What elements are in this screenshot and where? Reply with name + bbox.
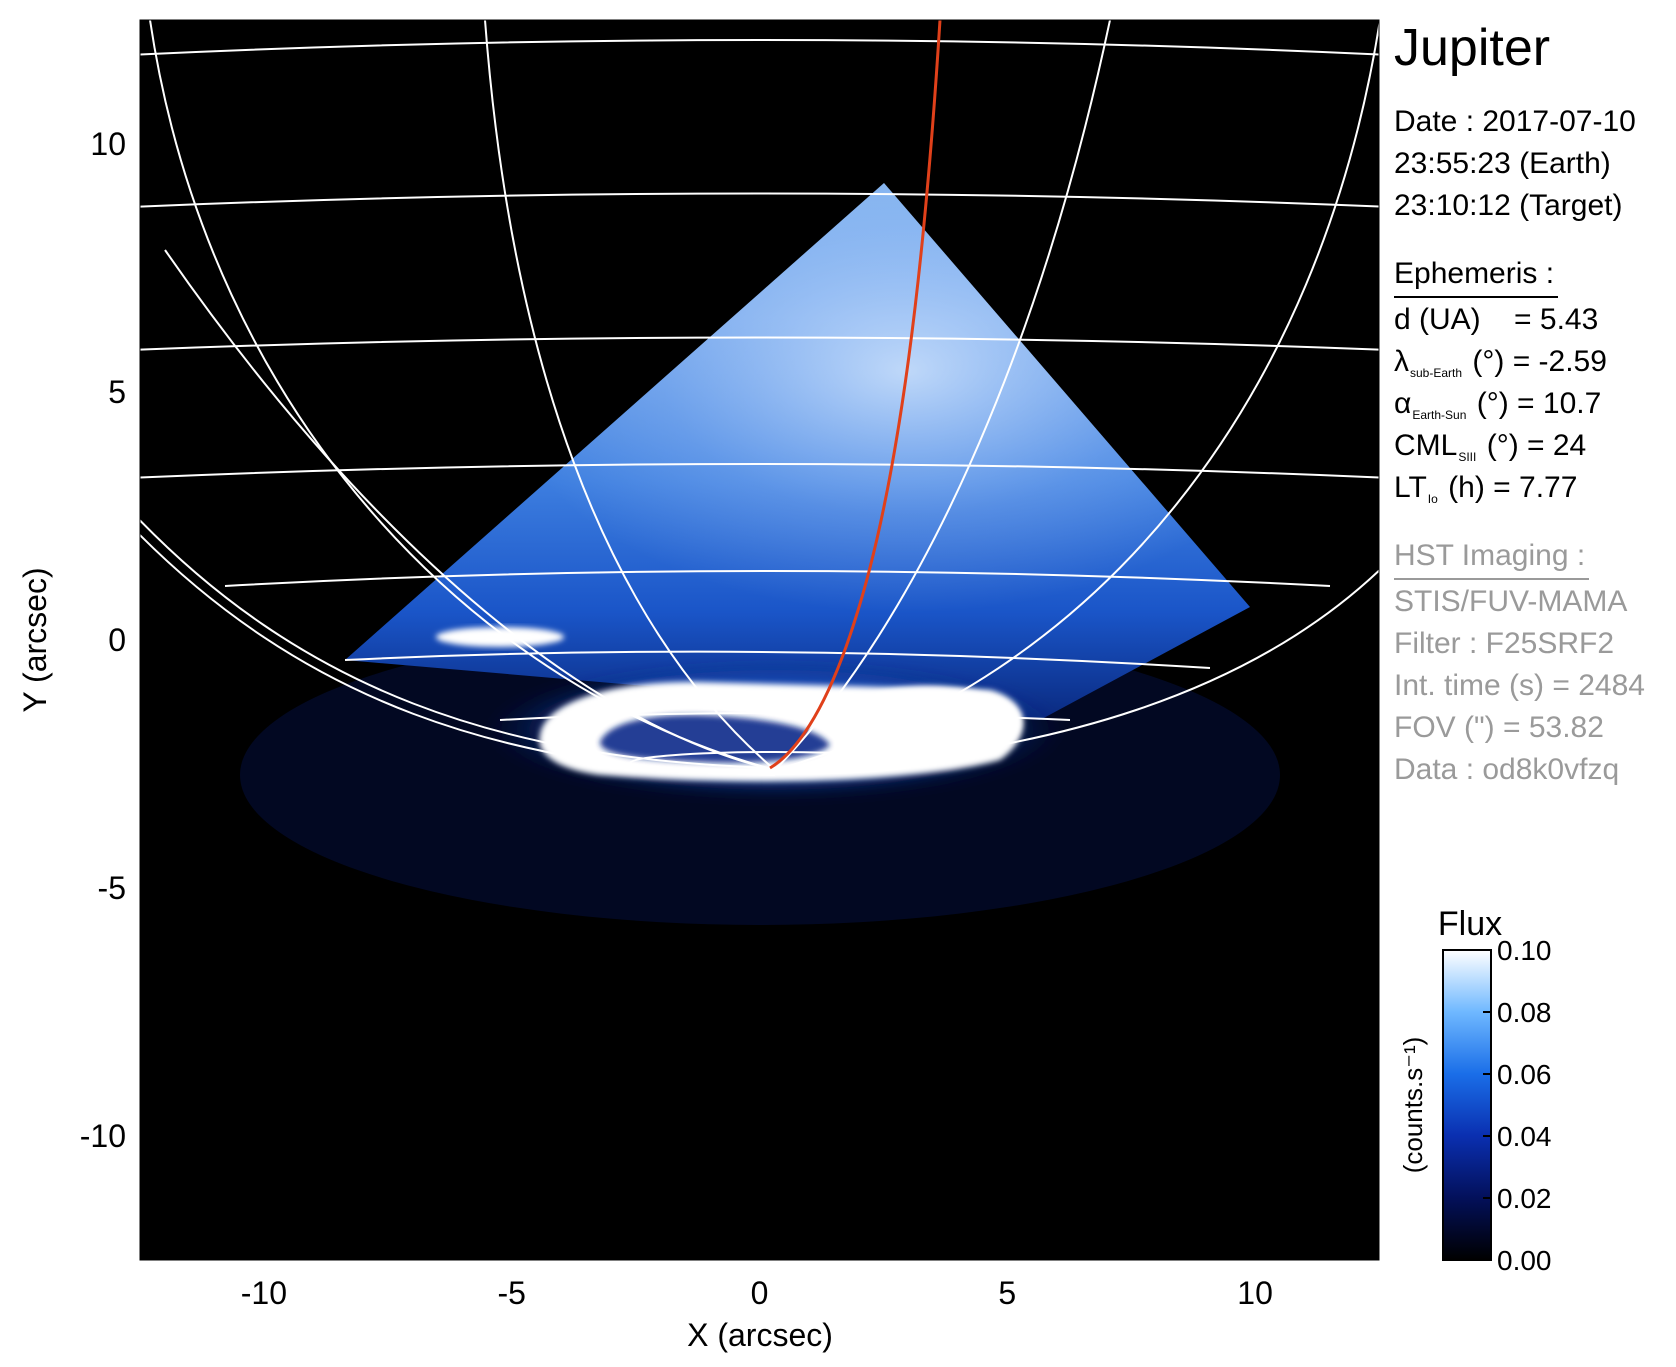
grid-latitude-6 (344, 650, 1211, 669)
x-axis: -10 -5 0 5 10 (241, 1250, 1273, 1311)
colorbar-tick-label: 0.02 (1497, 1183, 1552, 1214)
colorbar-tick-label: 0.10 (1497, 935, 1552, 966)
hst-imaging-heading: HST Imaging : (1394, 538, 1590, 580)
y-tick-label: -10 (80, 1118, 126, 1154)
planet-title: Jupiter (1394, 19, 1551, 77)
colorbar-tick-label: 0.00 (1497, 1245, 1552, 1276)
grid-latitude-1 (140, 39, 1379, 56)
colorbar: Flux 0.10 0.08 0.06 0.04 0.02 0.00 (counts.s⁻… (1398, 905, 1552, 1276)
grid-meridian-3 (774, 20, 1111, 771)
phase-angle-line: αEarth-Sun (°) = 10.7 (1394, 387, 1602, 422)
grid-meridian-4 (774, 20, 1379, 771)
fov-line: FOV (") = 53.82 (1394, 711, 1604, 744)
x-tick-label: -10 (241, 1275, 287, 1311)
footprint-trace (769, 20, 942, 770)
x-axis-title: X (arcsec) (687, 1317, 833, 1353)
local-time-line: LTIo (h) = 7.77 (1394, 471, 1578, 506)
sub-earth-latitude-line: λsub-Earth (°) = -2.59 (1394, 345, 1607, 380)
grid-limb-right (774, 569, 1379, 769)
colorbar-tick-label: 0.06 (1497, 1059, 1552, 1090)
observation-wedge-highlight (345, 183, 1250, 720)
x-tick-label: 0 (751, 1275, 769, 1311)
colorbar-gradient (1442, 949, 1492, 1261)
target-time-line: 23:10:12 (Target) (1394, 189, 1623, 222)
y-tick-label: 0 (108, 622, 126, 658)
colorbar-unit: (counts.s⁻¹) (1398, 1037, 1428, 1174)
grid-latitude-2 (140, 192, 1379, 208)
x-tick-label: -5 (497, 1275, 525, 1311)
grid-latitude-4 (140, 463, 1379, 479)
info-panel: Jupiter Date : 2017-07-10 23:55:23 (Eart… (1390, 0, 1676, 1367)
date-line: Date : 2017-07-10 (1394, 105, 1636, 138)
earth-time-line: 23:55:23 (Earth) (1394, 147, 1611, 180)
image-panel (139, 19, 1380, 1261)
grid-meridian-5 (164, 249, 776, 771)
grid-meridian-2 (484, 20, 776, 771)
lat-lon-grid (140, 20, 1379, 776)
grid-limb-left-2 (140, 533, 776, 776)
y-tick-label: 10 (90, 126, 126, 162)
y-tick-label: 5 (108, 374, 126, 410)
x-tick-label: 5 (998, 1275, 1016, 1311)
io-footprint-spot (436, 627, 564, 647)
polar-bright-patch (840, 686, 1020, 758)
central-meridian-line: CMLSIII (°) = 24 (1394, 429, 1587, 464)
colorbar-tick-label: 0.04 (1497, 1121, 1552, 1152)
grid-limb-left (140, 518, 776, 769)
colorbar-title: Flux (1438, 905, 1502, 943)
integration-time-line: Int. time (s) = 2484 (1394, 669, 1645, 702)
grid-latitude-3 (140, 336, 1379, 351)
ephemeris-heading: Ephemeris : (1394, 256, 1559, 298)
dataset-line: Data : od8k0vfzq (1394, 753, 1620, 786)
colorbar-tick-label: 0.08 (1497, 997, 1552, 1028)
grid-latitude-7 (499, 712, 1071, 721)
distance-line: d (UA) = 5.43 (1394, 303, 1599, 336)
grid-latitude-5 (224, 570, 1331, 587)
y-axis: 10 5 0 -5 -10 (80, 126, 150, 1154)
y-axis-title: Y (arcsec) (17, 567, 53, 712)
x-tick-label: 10 (1237, 1275, 1273, 1311)
instrument-line: STIS/FUV-MAMA (1394, 585, 1628, 618)
colorbar-ticks: 0.10 0.08 0.06 0.04 0.02 0.00 (1483, 935, 1552, 1276)
filter-line: Filter : F25SRF2 (1394, 627, 1615, 660)
y-tick-label: -5 (98, 870, 126, 906)
